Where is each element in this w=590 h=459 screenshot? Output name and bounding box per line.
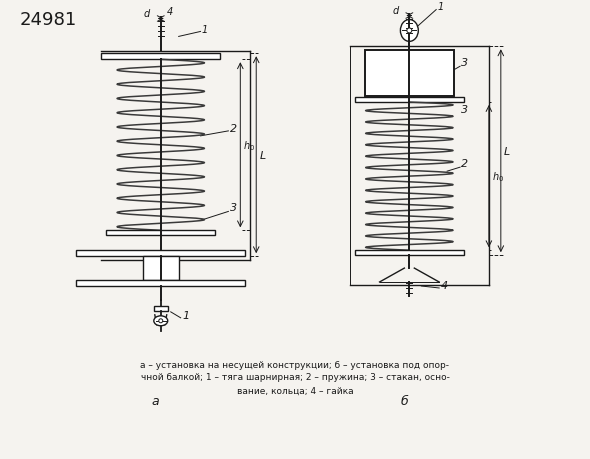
Text: 3: 3 — [230, 203, 238, 213]
Text: $h_0$: $h_0$ — [492, 170, 504, 184]
Bar — [143, 257, 179, 280]
Text: L: L — [504, 146, 510, 157]
Text: 2: 2 — [461, 159, 468, 169]
Text: 1: 1 — [437, 1, 444, 11]
Text: $h_0$: $h_0$ — [243, 139, 255, 152]
Text: чной балкой; 1 – тяга шарнирная; 2 – пружина; 3 – стакан, осно-: чной балкой; 1 – тяга шарнирная; 2 – пру… — [140, 373, 450, 382]
Text: б: б — [401, 394, 408, 408]
Text: а – установка на несущей конструкции; б – установка под опор-: а – установка на несущей конструкции; б … — [140, 360, 450, 369]
Text: 4: 4 — [441, 280, 448, 291]
Text: 3: 3 — [461, 58, 468, 68]
Ellipse shape — [401, 21, 418, 42]
Text: d: d — [144, 9, 150, 18]
Ellipse shape — [407, 29, 412, 34]
Bar — [76, 280, 245, 286]
Bar — [365, 51, 454, 97]
Bar — [355, 251, 464, 256]
Ellipse shape — [159, 319, 163, 323]
Bar — [106, 231, 215, 236]
Bar — [154, 306, 168, 311]
Text: а: а — [152, 394, 160, 408]
Text: 24981: 24981 — [19, 11, 77, 28]
Text: 3: 3 — [461, 105, 468, 115]
Text: 2: 2 — [230, 123, 238, 134]
Text: 1: 1 — [183, 310, 190, 320]
Bar — [355, 98, 464, 103]
Text: 1: 1 — [202, 25, 208, 35]
Text: d: d — [392, 6, 399, 16]
Text: L: L — [259, 151, 266, 160]
Text: 4: 4 — [167, 6, 173, 17]
Text: вание, кольца; 4 – гайка: вание, кольца; 4 – гайка — [237, 386, 353, 395]
Bar — [76, 251, 245, 257]
Bar — [101, 54, 221, 60]
Ellipse shape — [154, 316, 168, 326]
